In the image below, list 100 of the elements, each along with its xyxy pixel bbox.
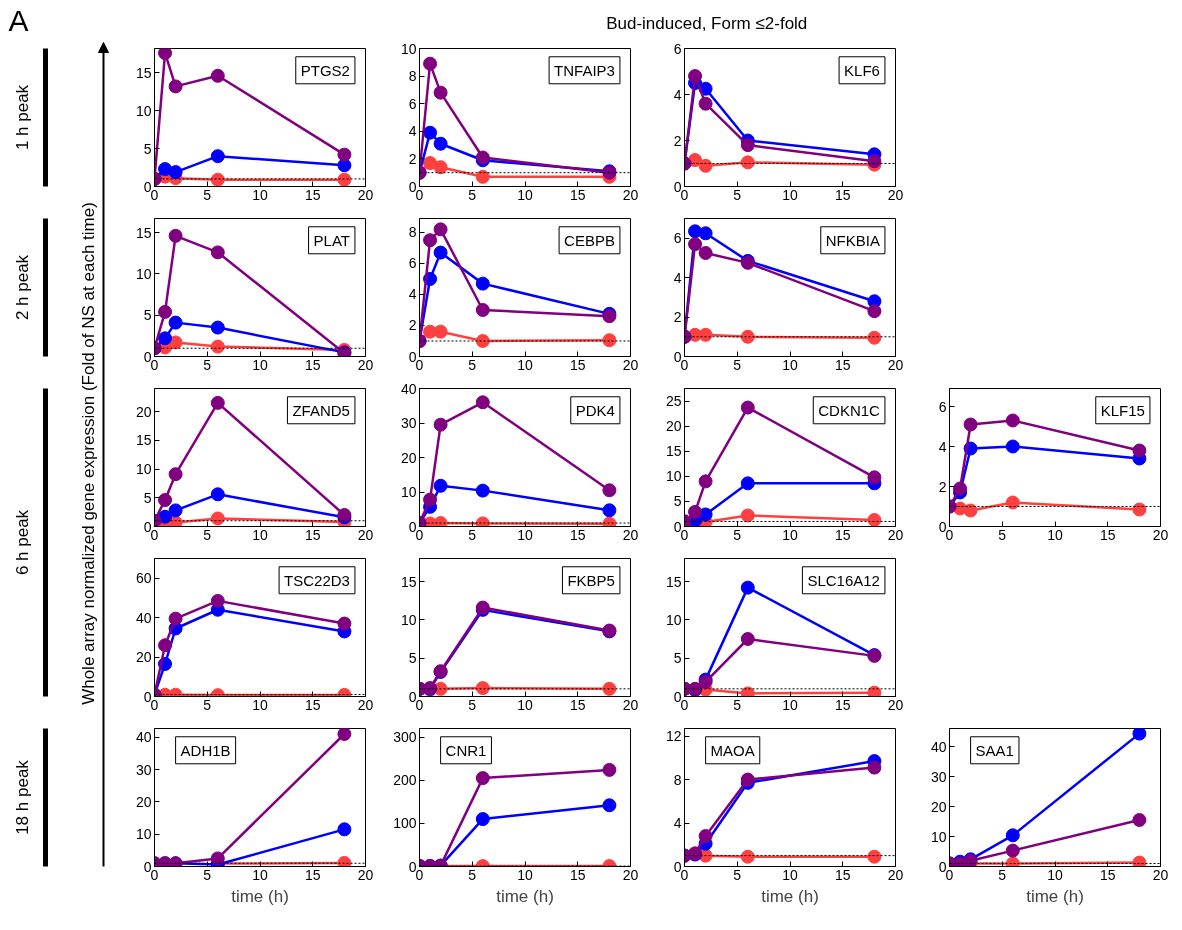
x-tick-label: 20: [887, 696, 904, 713]
x-tick-label: 15: [569, 356, 586, 373]
text: 18 h peak: [13, 759, 32, 835]
x-tick-label: 10: [517, 356, 533, 373]
y-tick-label: 40: [400, 380, 417, 397]
y-tick-label: 15: [400, 573, 417, 590]
y-tick-label: 10: [400, 40, 417, 57]
x-tick-label: 15: [569, 186, 586, 203]
text: CDKN1C: [818, 401, 881, 419]
x-tick-label: 5: [203, 186, 212, 203]
y-tick-label: 2: [938, 478, 947, 495]
y-tick-label: 15: [135, 64, 152, 81]
x-tick-label: 10: [782, 526, 798, 543]
text: KLF15: [1100, 401, 1145, 419]
text: NFKBIA: [825, 231, 880, 249]
y-tick-label: 4: [673, 269, 682, 286]
x-tick-label: 20: [1152, 526, 1169, 543]
x-tick-label: 10: [517, 866, 533, 883]
x-tick-label: 15: [304, 866, 321, 883]
y-tick-label: 30: [930, 768, 947, 785]
x-tick-label: 20: [622, 866, 639, 883]
text: PLAT: [313, 231, 350, 249]
x-tick-label: 15: [304, 356, 321, 373]
y-tick-label: 40: [930, 738, 947, 755]
x-tick-label: 10: [782, 186, 798, 203]
y-tick-label: 8: [408, 68, 417, 85]
x-tick-label: 10: [782, 866, 798, 883]
x-tick-label: 15: [834, 526, 851, 543]
y-tick-label: 20: [135, 793, 152, 810]
x-tick-label: 20: [887, 526, 904, 543]
y-tick-label: 5: [143, 140, 152, 157]
text: SAA1: [975, 741, 1014, 759]
x-tick-label: 15: [569, 526, 586, 543]
y-tick-label: 20: [665, 418, 682, 435]
y-tick-label: 4: [673, 86, 682, 103]
x-tick-label: 10: [252, 696, 268, 713]
x-tick-label: 20: [357, 696, 374, 713]
x-tick-label: 20: [887, 356, 904, 373]
y-tick-label: 8: [673, 771, 682, 788]
x-tick-label: 20: [887, 866, 904, 883]
x-tick-label: 5: [203, 356, 212, 373]
y-tick-label: 10: [400, 611, 417, 628]
x-tick-label: 10: [1047, 866, 1063, 883]
x-tick-label: 5: [733, 526, 742, 543]
y-tick-label: 300: [393, 729, 417, 746]
text: FKBP5: [567, 571, 615, 589]
x-tick-label: 15: [569, 866, 586, 883]
text: Whole array normalized gene expression (Fold of NS at each time): [79, 202, 98, 705]
x-tick-label: 20: [622, 356, 639, 373]
y-tick-label: 40: [135, 729, 152, 746]
text: Bud-induced, Form ≤2-fold: [606, 13, 808, 33]
y-tick-label: 4: [938, 438, 947, 455]
y-tick-label: 10: [665, 468, 682, 485]
y-tick-label: 15: [665, 443, 682, 460]
x-tick-label: 20: [622, 186, 639, 203]
y-tick-label: 5: [143, 307, 152, 324]
text: ADH1B: [180, 741, 231, 759]
x-tick-label: 5: [998, 866, 1007, 883]
y-tick-label: 6: [673, 230, 682, 247]
x-tick-label: 5: [733, 866, 742, 883]
x-tick-label: 5: [733, 356, 742, 373]
y-tick-label: 2: [673, 132, 682, 149]
y-tick-label: 6: [408, 95, 417, 112]
x-tick-label: 20: [357, 356, 374, 373]
x-tick-label: 5: [203, 696, 212, 713]
x-tick-label: 5: [203, 866, 212, 883]
text: TNFAIP3: [554, 61, 615, 79]
x-axis-title: time (h): [761, 886, 819, 906]
x-tick-label: 10: [252, 186, 268, 203]
y-tick-label: 5: [673, 493, 682, 510]
text: 2 h peak: [13, 254, 32, 321]
x-axis-title: time (h): [231, 886, 289, 906]
y-tick-label: 6: [408, 255, 417, 272]
x-tick-label: 5: [468, 356, 477, 373]
x-tick-label: 10: [252, 866, 268, 883]
text: A: [8, 3, 29, 37]
x-tick-label: 5: [998, 526, 1007, 543]
x-tick-label: 5: [733, 696, 742, 713]
x-tick-label: 20: [357, 866, 374, 883]
text: CEBPB: [564, 231, 615, 249]
x-tick-label: 15: [304, 696, 321, 713]
x-axis-title: time (h): [496, 886, 554, 906]
x-tick-label: 15: [834, 696, 851, 713]
y-tick-label: 25: [665, 393, 682, 410]
y-tick-label: 2: [408, 150, 417, 167]
x-tick-label: 15: [834, 866, 851, 883]
x-tick-label: 10: [517, 696, 533, 713]
y-tick-label: 100: [393, 815, 417, 832]
y-tick-label: 6: [673, 40, 682, 57]
x-tick-label: 20: [357, 186, 374, 203]
y-tick-label: 10: [665, 611, 682, 628]
x-tick-label: 10: [252, 356, 268, 373]
y-tick-label: 12: [665, 728, 682, 745]
text: MAOA: [710, 741, 755, 759]
y-tick-label: 10: [135, 826, 152, 843]
text: CNR1: [445, 741, 487, 759]
y-tick-label: 10: [135, 461, 152, 477]
x-tick-label: 15: [1099, 866, 1116, 883]
text: KLF6: [844, 61, 880, 79]
x-tick-label: 15: [834, 186, 851, 203]
